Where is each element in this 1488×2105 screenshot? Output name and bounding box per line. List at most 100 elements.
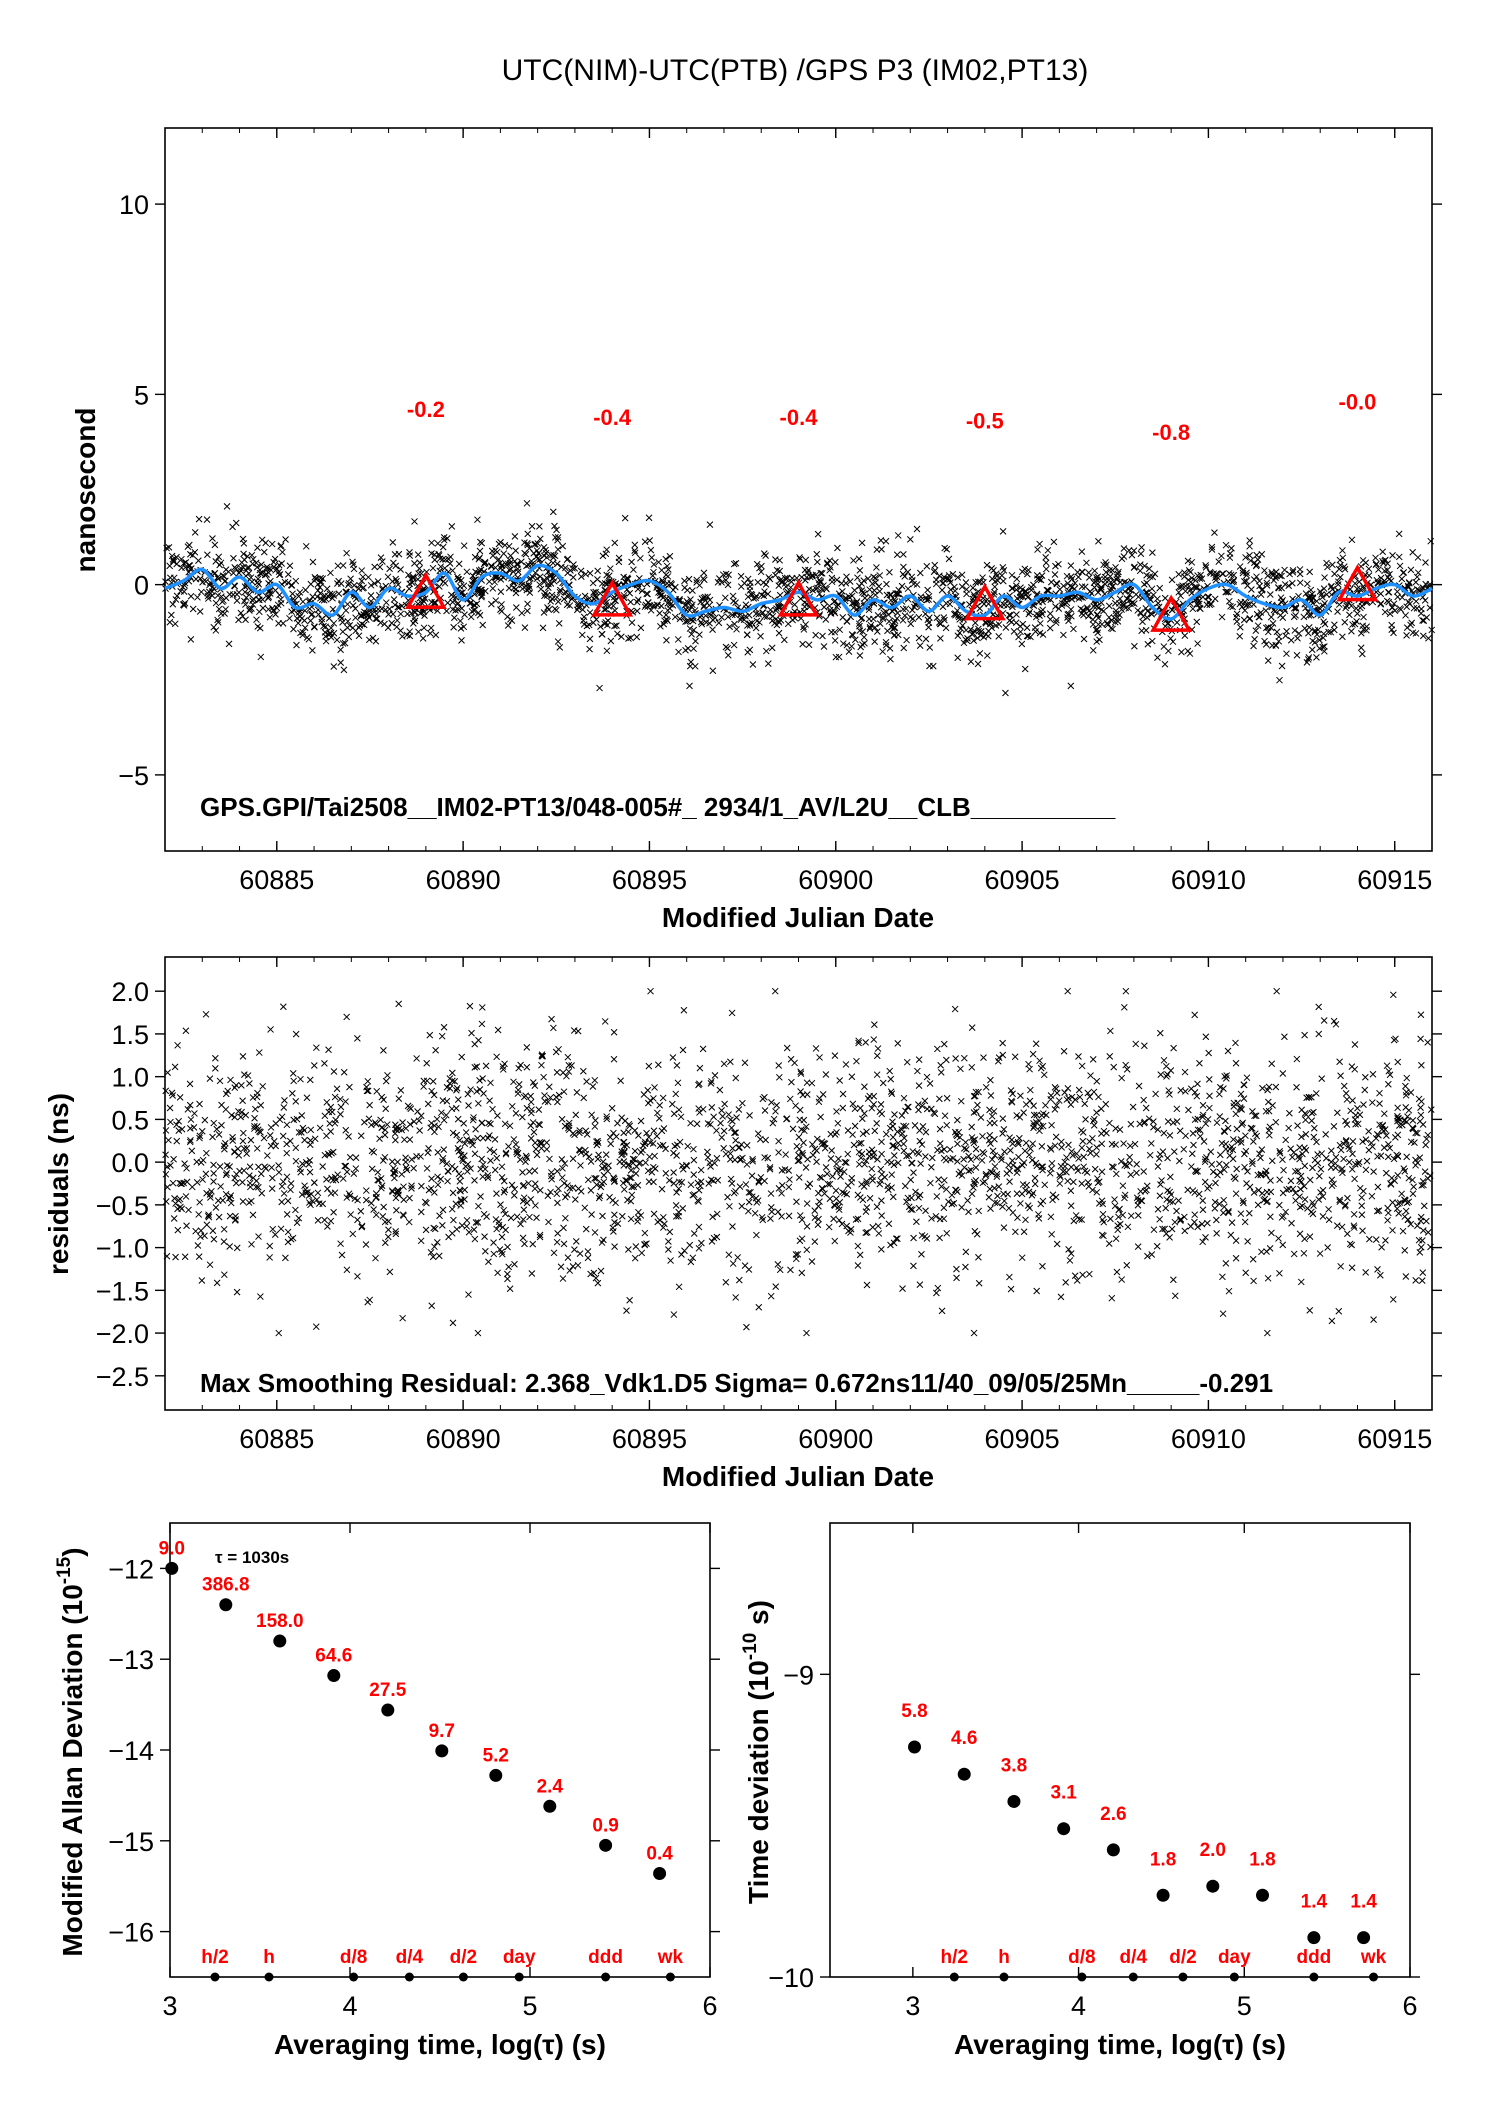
main-scatter-point bbox=[1403, 624, 1411, 631]
residual-point bbox=[1112, 1235, 1120, 1243]
main-scatter-point bbox=[268, 540, 276, 548]
residual-point bbox=[199, 1176, 206, 1183]
residual-point bbox=[1405, 1106, 1413, 1114]
main-scatter-point bbox=[637, 554, 644, 562]
residual-point bbox=[1402, 1082, 1409, 1090]
residual-point bbox=[238, 1082, 245, 1089]
residual-point bbox=[480, 1090, 487, 1097]
main-scatter-point bbox=[828, 578, 836, 586]
residual-point bbox=[1232, 1039, 1239, 1047]
residual-point bbox=[1402, 1273, 1410, 1280]
main-scatter-point bbox=[487, 562, 495, 570]
residual-point bbox=[916, 1281, 924, 1289]
residual-point bbox=[718, 1107, 725, 1114]
residual-point bbox=[1422, 1217, 1430, 1225]
residual-point bbox=[631, 1127, 639, 1134]
residual-point bbox=[722, 1278, 730, 1286]
main-scatter-point bbox=[737, 572, 745, 580]
residual-point bbox=[471, 1177, 478, 1184]
residual-point bbox=[1196, 1059, 1203, 1067]
residual-point bbox=[423, 1059, 431, 1067]
main-scatter-point bbox=[469, 572, 477, 580]
residual-point bbox=[672, 1202, 680, 1209]
main-scatter-point bbox=[1184, 557, 1192, 565]
residual-point bbox=[410, 1164, 418, 1172]
main-scatter-point bbox=[645, 514, 653, 522]
main-scatter-point bbox=[1403, 632, 1410, 639]
residual-point bbox=[1070, 1178, 1077, 1186]
residual-point bbox=[679, 1205, 687, 1212]
residual-point bbox=[525, 1168, 533, 1175]
main-scatter-point bbox=[455, 560, 463, 568]
main-scatter-point bbox=[463, 568, 471, 576]
main-scatter-point bbox=[458, 637, 465, 644]
main-scatter-point bbox=[991, 588, 998, 596]
residual-point bbox=[226, 1212, 234, 1220]
residual-point bbox=[1368, 1099, 1376, 1106]
main-scatter-point bbox=[416, 559, 424, 566]
residual-point bbox=[739, 1099, 746, 1107]
residual-point bbox=[1338, 1223, 1346, 1231]
residual-point bbox=[1107, 1027, 1114, 1035]
main-scatter-point bbox=[242, 616, 249, 624]
residual-point bbox=[803, 1200, 811, 1207]
residual-point bbox=[915, 1056, 923, 1063]
main-scatter-point bbox=[685, 575, 693, 583]
residual-point bbox=[727, 1175, 735, 1183]
residual-point bbox=[558, 1174, 566, 1181]
residual-point bbox=[962, 1263, 969, 1271]
residual-point bbox=[968, 1024, 976, 1032]
residual-point bbox=[255, 1049, 263, 1056]
residual-point bbox=[1122, 987, 1130, 995]
main-scatter-point bbox=[1230, 571, 1238, 579]
main-scatter-point bbox=[481, 559, 489, 567]
residual-point bbox=[423, 1165, 431, 1172]
main-xlabel: Modified Julian Date bbox=[662, 902, 934, 933]
residual-point bbox=[292, 1030, 300, 1038]
main-series-panel: -0.2 -0.4 -0.4 -0.5 -0.8-0.0 60885 60890 60895… bbox=[70, 127, 1442, 933]
residual-point bbox=[398, 1170, 406, 1178]
residual-point bbox=[1004, 1190, 1012, 1198]
main-scatter-point bbox=[211, 541, 219, 549]
residual-point bbox=[1401, 1213, 1409, 1220]
main-scatter-point bbox=[560, 595, 568, 603]
main-scatter-point bbox=[826, 557, 834, 565]
main-scatter-point bbox=[718, 614, 725, 621]
main-scatter-point bbox=[1427, 537, 1435, 545]
main-scatter-point bbox=[1211, 595, 1219, 603]
residual-point bbox=[187, 1116, 195, 1123]
residual-point bbox=[1190, 1141, 1197, 1149]
residual-point bbox=[1191, 1218, 1198, 1226]
residual-point bbox=[257, 1293, 264, 1300]
residual-point bbox=[1417, 1035, 1424, 1043]
residual-point bbox=[762, 1136, 770, 1144]
main-scatter-point bbox=[913, 525, 921, 533]
main-scatter-point bbox=[498, 601, 505, 608]
residual-point bbox=[595, 1151, 602, 1159]
residual-point bbox=[494, 1269, 501, 1277]
residual-point bbox=[1301, 1196, 1309, 1203]
residual-point bbox=[753, 1199, 761, 1206]
main-scatter-point bbox=[397, 566, 404, 573]
main-scatter-point bbox=[915, 613, 923, 621]
residual-point bbox=[1106, 1119, 1113, 1127]
main-scatter-point bbox=[1192, 577, 1199, 584]
residual-point bbox=[690, 1156, 698, 1164]
residual-point bbox=[1030, 1124, 1037, 1132]
residual-point bbox=[536, 1186, 544, 1194]
residual-point bbox=[559, 1069, 567, 1076]
main-scatter-point bbox=[1138, 544, 1145, 551]
residual-point bbox=[507, 1214, 515, 1222]
main-scatter-point bbox=[1135, 593, 1142, 601]
main-scatter-point bbox=[1168, 576, 1176, 584]
residual-point bbox=[761, 1177, 768, 1185]
main-scatter-point bbox=[307, 617, 314, 625]
residual-point bbox=[836, 1077, 844, 1084]
main-scatter-point bbox=[893, 615, 901, 622]
main-scatter-point bbox=[404, 610, 411, 618]
residual-point bbox=[858, 1150, 866, 1158]
residual-point bbox=[1013, 1112, 1021, 1119]
residual-point bbox=[581, 1204, 589, 1212]
main-scatter-point bbox=[1360, 613, 1367, 621]
residual-point bbox=[213, 1125, 221, 1133]
